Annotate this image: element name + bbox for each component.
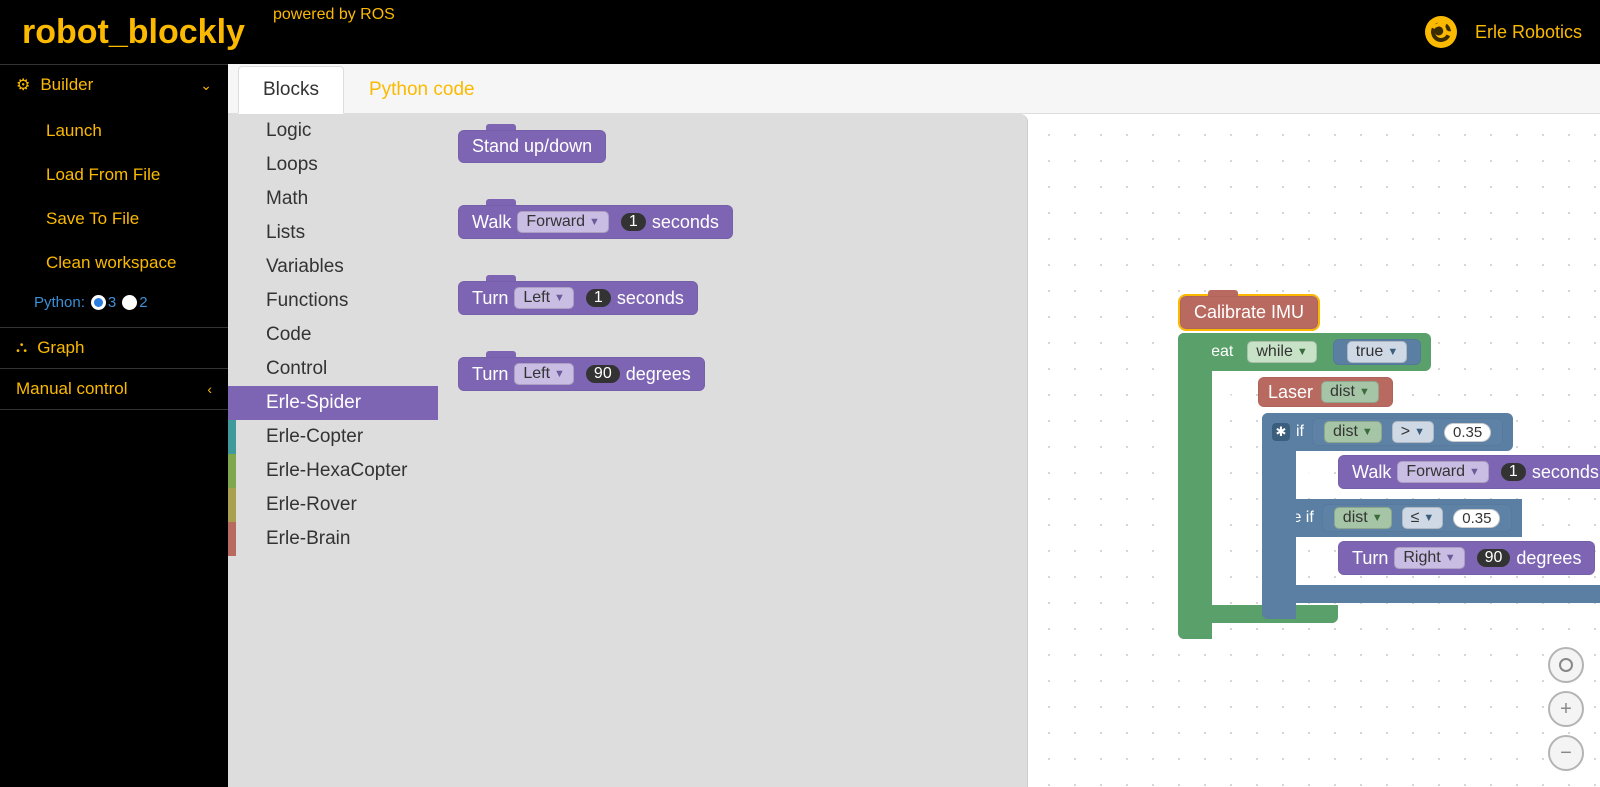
cat-functions[interactable]: Functions <box>228 284 438 318</box>
brand-area: Erle Robotics <box>1425 16 1582 48</box>
tab-bar: Blocks Python code <box>228 64 1600 114</box>
block-if-do-turn[interactable]: Turn Right▼ 90 degrees <box>1338 541 1595 575</box>
turn-direction-dropdown[interactable]: Left▼ <box>514 287 574 309</box>
palette-block-turn-seconds[interactable]: Turn Left▼ 1 seconds <box>458 281 698 315</box>
sidebar-item-load[interactable]: Load From File <box>0 153 228 197</box>
chevron-down-icon: ⌄ <box>200 77 212 94</box>
tab-python[interactable]: Python code <box>344 66 500 114</box>
block-if[interactable]: if dist▼ >▼ 0.35 do <box>1262 413 1600 603</box>
repeat-mode-dropdown[interactable]: while▼ <box>1247 341 1316 363</box>
walk-direction-dropdown[interactable]: Forward▼ <box>517 211 609 233</box>
do2-deg[interactable]: 90 <box>1477 549 1511 567</box>
walk-seconds-field[interactable]: 1 <box>621 213 646 231</box>
python-label: Python: <box>34 294 85 311</box>
cat-math[interactable]: Math <box>228 182 438 216</box>
app-title: robot_blockly <box>22 13 245 52</box>
python-radio-2[interactable]: 2 <box>122 294 147 311</box>
palette-block-walk[interactable]: Walk Forward▼ 1 seconds <box>458 205 733 239</box>
do1-sec[interactable]: 1 <box>1501 463 1526 481</box>
sidebar-item-save[interactable]: Save To File <box>0 197 228 241</box>
cond1-op[interactable]: >▼ <box>1392 421 1434 443</box>
canvas[interactable]: Calibrate IMU repeat while▼ true▼ <box>1028 114 1600 787</box>
app-subtitle: powered by ROS <box>273 6 395 24</box>
cat-erle-copter[interactable]: Erle-Copter <box>228 420 438 454</box>
block-repeat[interactable]: repeat while▼ true▼ do Laser dist▼ <box>1178 333 1600 623</box>
block-palette: Stand up/down Walk Forward▼ 1 seconds Tu… <box>438 114 1028 787</box>
cat-erle-brain[interactable]: Erle-Brain <box>228 522 438 556</box>
cond2-op[interactable]: ≤▼ <box>1402 507 1444 529</box>
zoom-out-button[interactable]: − <box>1548 735 1584 771</box>
sidebar-graph[interactable]: ⛬ Graph <box>0 328 228 368</box>
sidebar-builder-toggle[interactable]: ⚙ Builder ⌄ <box>0 65 228 105</box>
cat-erle-rover[interactable]: Erle-Rover <box>228 488 438 522</box>
do1-dir[interactable]: Forward▼ <box>1397 461 1489 483</box>
turn-seconds-field[interactable]: 1 <box>586 289 611 307</box>
block-laser[interactable]: Laser dist▼ <box>1258 377 1393 407</box>
sidebar-graph-label: Graph <box>37 338 84 358</box>
cat-erle-spider[interactable]: Erle-Spider <box>228 386 438 420</box>
palette-block-stand[interactable]: Stand up/down <box>458 130 606 163</box>
main-area: Blocks Python code Logic Loops Math List… <box>228 64 1600 787</box>
top-bar: robot_blockly powered by ROS Erle Roboti… <box>0 0 1600 64</box>
cond1-val[interactable]: 0.35 <box>1444 423 1491 442</box>
category-column: Logic Loops Math Lists Variables Functio… <box>228 114 438 787</box>
cond2-val[interactable]: 0.35 <box>1453 509 1500 528</box>
highlight-outline: Calibrate IMU <box>1178 294 1320 331</box>
block-calibrate-imu[interactable]: Calibrate IMU <box>1180 296 1318 329</box>
python-version-row: Python: 3 2 <box>0 285 228 319</box>
graph-icon: ⛬ <box>16 339 27 357</box>
sidebar-manual[interactable]: Manual control ‹ <box>0 369 228 409</box>
sidebar-manual-label: Manual control <box>16 379 128 399</box>
program-stack[interactable]: Calibrate IMU repeat while▼ true▼ <box>1178 294 1600 623</box>
sidebar: ⚙ Builder ⌄ Launch Load From File Save T… <box>0 64 228 787</box>
tab-blocks[interactable]: Blocks <box>238 66 344 114</box>
workspace: Logic Loops Math Lists Variables Functio… <box>228 114 1600 787</box>
brand-logo-icon <box>1425 16 1457 48</box>
cat-erle-hexacopter[interactable]: Erle-HexaCopter <box>228 454 438 488</box>
chevron-left-icon: ‹ <box>207 381 212 397</box>
zoom-center-button[interactable] <box>1548 647 1584 683</box>
sidebar-item-clean[interactable]: Clean workspace <box>0 241 228 285</box>
zoom-controls: + − <box>1548 647 1584 771</box>
cat-lists[interactable]: Lists <box>228 216 438 250</box>
laser-var-dropdown[interactable]: dist▼ <box>1321 381 1379 403</box>
cat-control[interactable]: Control <box>228 352 438 386</box>
if-cond1[interactable]: dist▼ >▼ 0.35 <box>1312 418 1503 446</box>
builder-icon: ⚙ <box>16 75 30 95</box>
python-radio-3[interactable]: 3 <box>91 294 116 311</box>
if-cond2[interactable]: dist▼ ≤▼ 0.35 <box>1322 504 1513 532</box>
turn-deg-direction-dropdown[interactable]: Left▼ <box>514 363 574 385</box>
repeat-cond-true[interactable]: true▼ <box>1333 339 1421 365</box>
sidebar-item-launch[interactable]: Launch <box>0 109 228 153</box>
do2-dir[interactable]: Right▼ <box>1394 547 1464 569</box>
zoom-in-button[interactable]: + <box>1548 691 1584 727</box>
cond1-var[interactable]: dist▼ <box>1324 421 1382 443</box>
turn-degrees-field[interactable]: 90 <box>586 365 620 383</box>
cat-code[interactable]: Code <box>228 318 438 352</box>
cond2-var[interactable]: dist▼ <box>1334 507 1392 529</box>
gear-icon[interactable] <box>1272 423 1290 441</box>
cat-variables[interactable]: Variables <box>228 250 438 284</box>
brand-label[interactable]: Erle Robotics <box>1475 22 1582 43</box>
palette-block-turn-degrees[interactable]: Turn Left▼ 90 degrees <box>458 357 705 391</box>
cat-logic[interactable]: Logic <box>228 114 438 148</box>
sidebar-builder-label: Builder <box>40 75 93 95</box>
cat-loops[interactable]: Loops <box>228 148 438 182</box>
block-if-do-walk[interactable]: Walk Forward▼ 1 seconds <box>1338 455 1600 489</box>
